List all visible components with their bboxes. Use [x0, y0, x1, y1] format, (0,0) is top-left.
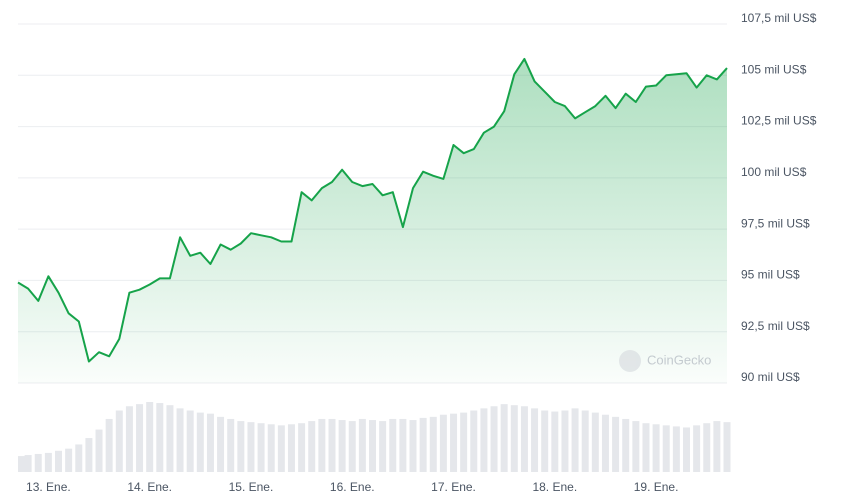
- volume-bar: [541, 410, 549, 472]
- price-area: [18, 58, 727, 384]
- volume-bar: [318, 418, 326, 472]
- volume-bar: [379, 421, 387, 472]
- watermark: CoinGecko: [619, 350, 711, 372]
- volume-bar: [18, 456, 25, 472]
- y-tick-label: 90 mil US$: [741, 370, 800, 384]
- volume-bar: [581, 410, 589, 472]
- volume-bar: [328, 418, 336, 472]
- y-tick-label: 102,5 mil US$: [741, 114, 817, 128]
- x-tick-label: 18. Ene.: [532, 480, 577, 494]
- y-tick-label: 95 mil US$: [741, 268, 800, 282]
- volume-bar: [227, 418, 235, 472]
- y-tick-label: 105 mil US$: [741, 62, 807, 76]
- price-line: [17, 57, 728, 363]
- y-tick-label: 92,5 mil US$: [741, 319, 810, 333]
- volume-bar: [571, 408, 579, 472]
- volume-bar: [85, 438, 93, 472]
- y-tick-label: 100 mil US$: [741, 165, 807, 179]
- volume-bar: [136, 404, 144, 472]
- volume-bar: [257, 423, 265, 472]
- watermark-text: CoinGecko: [647, 352, 711, 367]
- volume-bar: [662, 425, 670, 472]
- volume-bar: [531, 408, 539, 472]
- volume-bar: [480, 408, 488, 472]
- volume-bar: [439, 414, 447, 472]
- volume-bar: [358, 418, 366, 472]
- volume-bar: [672, 426, 680, 472]
- volume-bar: [551, 411, 559, 472]
- volume-bar: [338, 420, 346, 472]
- x-tick-label: 17. Ene.: [431, 480, 476, 494]
- volume-bar: [277, 425, 285, 472]
- watermark-logo: [619, 350, 641, 372]
- x-tick-label: 19. Ene.: [634, 480, 679, 494]
- volume-bar: [510, 405, 518, 472]
- x-tick-label: 14. Ene.: [127, 480, 172, 494]
- volume-bar: [196, 412, 204, 472]
- volume-bar: [652, 424, 660, 472]
- volume-bar: [125, 406, 133, 472]
- volume-bar: [713, 421, 721, 472]
- volume-bar: [409, 420, 417, 472]
- volume-bar: [470, 410, 478, 472]
- volume-bar: [247, 422, 255, 472]
- volume-bar: [612, 416, 620, 472]
- volume-bar: [44, 452, 52, 472]
- volume-bar: [399, 418, 407, 472]
- volume-bar: [520, 406, 528, 472]
- volume-bar: [287, 424, 295, 472]
- volume-bar: [237, 421, 245, 472]
- volume-bar: [348, 421, 356, 472]
- volume-bar: [298, 423, 306, 472]
- x-tick-label: 16. Ene.: [330, 480, 375, 494]
- volume-bar: [95, 429, 103, 472]
- volume-bar: [206, 413, 214, 472]
- volume-bar: [561, 410, 569, 472]
- volume-bar: [186, 410, 194, 472]
- volume-bar: [450, 413, 458, 472]
- volume-bar: [369, 420, 376, 472]
- volume-bar: [429, 416, 437, 472]
- volume-bar: [703, 423, 711, 472]
- volume-bar: [24, 455, 32, 472]
- volume-bar: [176, 408, 184, 472]
- volume-bar: [693, 425, 701, 472]
- x-tick-label: 15. Ene.: [229, 480, 274, 494]
- volume-bar: [591, 412, 599, 472]
- volume-bar: [217, 416, 225, 472]
- volume-bar: [490, 406, 498, 472]
- volume-bar: [632, 421, 640, 472]
- volume-bar: [105, 418, 113, 472]
- volume-bar: [75, 444, 83, 472]
- volume-bar: [146, 402, 154, 472]
- x-tick-label: 13. Ene.: [26, 480, 71, 494]
- volume-bar: [682, 427, 690, 472]
- volume-bar: [460, 412, 468, 472]
- volume-bar: [601, 414, 609, 472]
- volume-bar: [267, 424, 275, 472]
- volume-bar: [419, 417, 427, 472]
- volume-bar: [723, 422, 731, 472]
- volume-bar: [642, 423, 650, 472]
- volume-bar: [389, 418, 397, 472]
- volume-bar: [500, 404, 508, 472]
- y-tick-label: 97,5 mil US$: [741, 216, 810, 230]
- volume-bar: [622, 418, 630, 472]
- volume-bar: [156, 403, 164, 472]
- volume-bar: [308, 421, 316, 472]
- volume-bar: [166, 405, 174, 472]
- y-tick-label: 107,5 mil US$: [741, 11, 817, 25]
- volume-bar: [34, 453, 42, 472]
- volume-bar: [115, 410, 123, 472]
- volume-bar: [55, 450, 63, 472]
- volume-bar: [65, 448, 73, 472]
